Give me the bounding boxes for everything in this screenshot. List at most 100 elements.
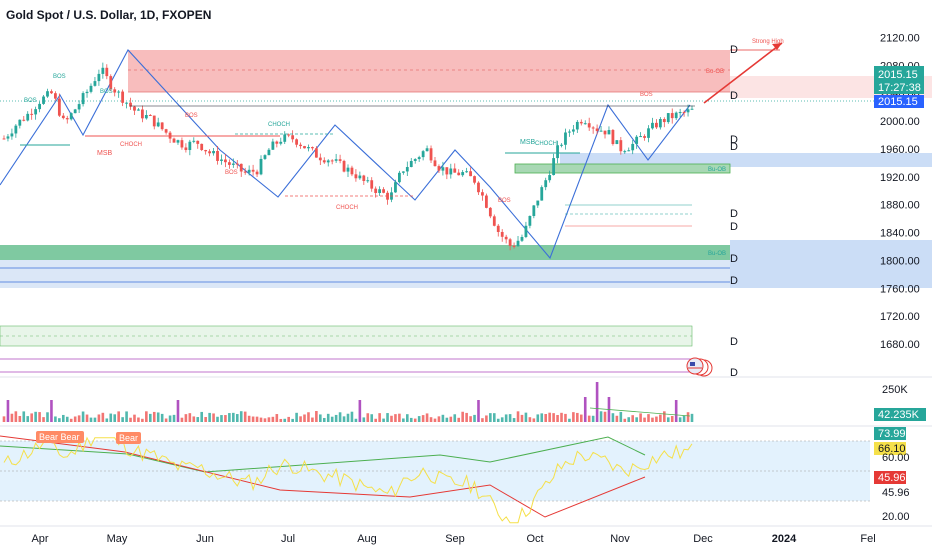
volume-bar bbox=[212, 413, 215, 422]
candle-body bbox=[405, 167, 409, 172]
candle-body bbox=[370, 180, 374, 189]
volume-bar bbox=[338, 412, 342, 422]
candle-body bbox=[678, 112, 682, 114]
candle-body bbox=[421, 151, 425, 158]
bos-label: BOS bbox=[640, 92, 653, 98]
volume-bar bbox=[42, 417, 45, 422]
candle-body bbox=[291, 135, 295, 140]
volume-bar bbox=[516, 411, 520, 422]
bu-ob-label: Bu-OB bbox=[708, 167, 726, 173]
candle-body bbox=[61, 115, 65, 119]
rsi-pane: Bear Bear Bear bbox=[0, 431, 870, 524]
chart-title: Gold Spot / U.S. Dollar, 1D, FXOPEN bbox=[6, 8, 212, 22]
candle-body bbox=[682, 112, 686, 114]
candle-body bbox=[164, 129, 168, 133]
countdown-tag: 17:27:38 bbox=[878, 82, 921, 94]
candle-body bbox=[674, 112, 678, 119]
candle-body bbox=[338, 159, 342, 161]
candle-body bbox=[540, 187, 544, 201]
volume-bar bbox=[152, 411, 156, 422]
annotations: BOS BOS BOS BOS BOS BOS BOS CHOCH CHOCH … bbox=[24, 39, 784, 257]
volume-bar bbox=[121, 417, 124, 422]
volume-bar bbox=[247, 415, 251, 422]
volume-bar bbox=[319, 414, 322, 422]
candle-body bbox=[417, 157, 421, 160]
candle-body bbox=[247, 169, 251, 173]
volume-bar bbox=[670, 415, 674, 422]
volume-bar bbox=[532, 418, 536, 422]
candle-body bbox=[635, 136, 639, 144]
candle-body bbox=[196, 140, 200, 144]
candle-body bbox=[34, 109, 38, 115]
arrow-head bbox=[772, 43, 782, 50]
candle-body bbox=[465, 171, 469, 173]
candle-body bbox=[22, 119, 26, 121]
bos-label: BOS bbox=[100, 89, 113, 95]
candle-body bbox=[42, 96, 45, 104]
volume-bar bbox=[18, 415, 22, 422]
candle-body bbox=[133, 106, 136, 111]
candle-body bbox=[655, 122, 658, 128]
candle-body bbox=[615, 140, 619, 145]
volume-bar bbox=[544, 414, 548, 422]
volume-bar bbox=[651, 417, 654, 422]
bos-label: BOS bbox=[498, 198, 511, 204]
candle-body bbox=[413, 159, 417, 161]
candle-body bbox=[6, 136, 10, 139]
candle-body bbox=[651, 122, 654, 129]
candle-body bbox=[113, 89, 117, 93]
volume-bar bbox=[512, 418, 516, 422]
volume-bar bbox=[358, 400, 362, 422]
volume-bar bbox=[299, 416, 302, 422]
volume-bar bbox=[465, 412, 468, 422]
time-axis[interactable]: Apr May Jun Jul Aug Sep Oct Nov Dec 2024 Fel bbox=[31, 533, 875, 545]
volume-bar bbox=[469, 416, 472, 422]
volume-bar bbox=[627, 417, 631, 422]
volume-bar bbox=[228, 413, 231, 422]
volume-bar bbox=[101, 412, 105, 422]
volume-bar bbox=[508, 414, 512, 422]
candle-body bbox=[488, 207, 492, 217]
candle-body bbox=[374, 188, 378, 193]
candle-body bbox=[670, 113, 674, 119]
candle-body bbox=[429, 148, 433, 161]
candle-body bbox=[314, 148, 318, 158]
time-tick: Oct bbox=[526, 533, 543, 545]
price-tick: 2120.00 bbox=[880, 32, 920, 44]
volume-bar bbox=[62, 414, 65, 422]
volume-bar bbox=[619, 411, 623, 422]
time-tick: Jul bbox=[281, 533, 295, 545]
candle-body bbox=[192, 140, 196, 142]
volume-bar bbox=[437, 416, 441, 422]
candle-body bbox=[409, 160, 413, 168]
candle-body bbox=[686, 109, 690, 113]
volume-bar bbox=[311, 417, 314, 422]
candle-body bbox=[334, 159, 338, 161]
zones bbox=[0, 50, 932, 373]
volume-bar bbox=[663, 411, 666, 422]
volume-bar bbox=[441, 414, 445, 422]
candle-body bbox=[26, 113, 30, 121]
candle-body bbox=[528, 215, 532, 226]
volume-bar bbox=[350, 411, 354, 422]
candle-body bbox=[571, 129, 575, 132]
price-tags: 2015.15 17:27:38 2015.15 bbox=[874, 66, 924, 108]
volume-bar bbox=[394, 414, 397, 422]
candle-body bbox=[512, 245, 516, 247]
volume-bars bbox=[2, 382, 694, 422]
volume-bar bbox=[386, 413, 389, 422]
volume-bar bbox=[58, 418, 61, 422]
candle-body bbox=[445, 167, 449, 175]
volume-bar bbox=[548, 412, 551, 422]
volume-bar bbox=[556, 415, 559, 422]
volume-bar bbox=[6, 400, 10, 422]
volume-bar bbox=[46, 412, 49, 422]
us-flag-icon[interactable] bbox=[686, 357, 713, 377]
candle-body bbox=[172, 138, 176, 143]
structure-lines bbox=[20, 105, 695, 227]
candle-body bbox=[433, 160, 437, 167]
volume-bar bbox=[342, 416, 346, 422]
volume-bar bbox=[576, 412, 579, 422]
volume-bar bbox=[34, 411, 37, 422]
